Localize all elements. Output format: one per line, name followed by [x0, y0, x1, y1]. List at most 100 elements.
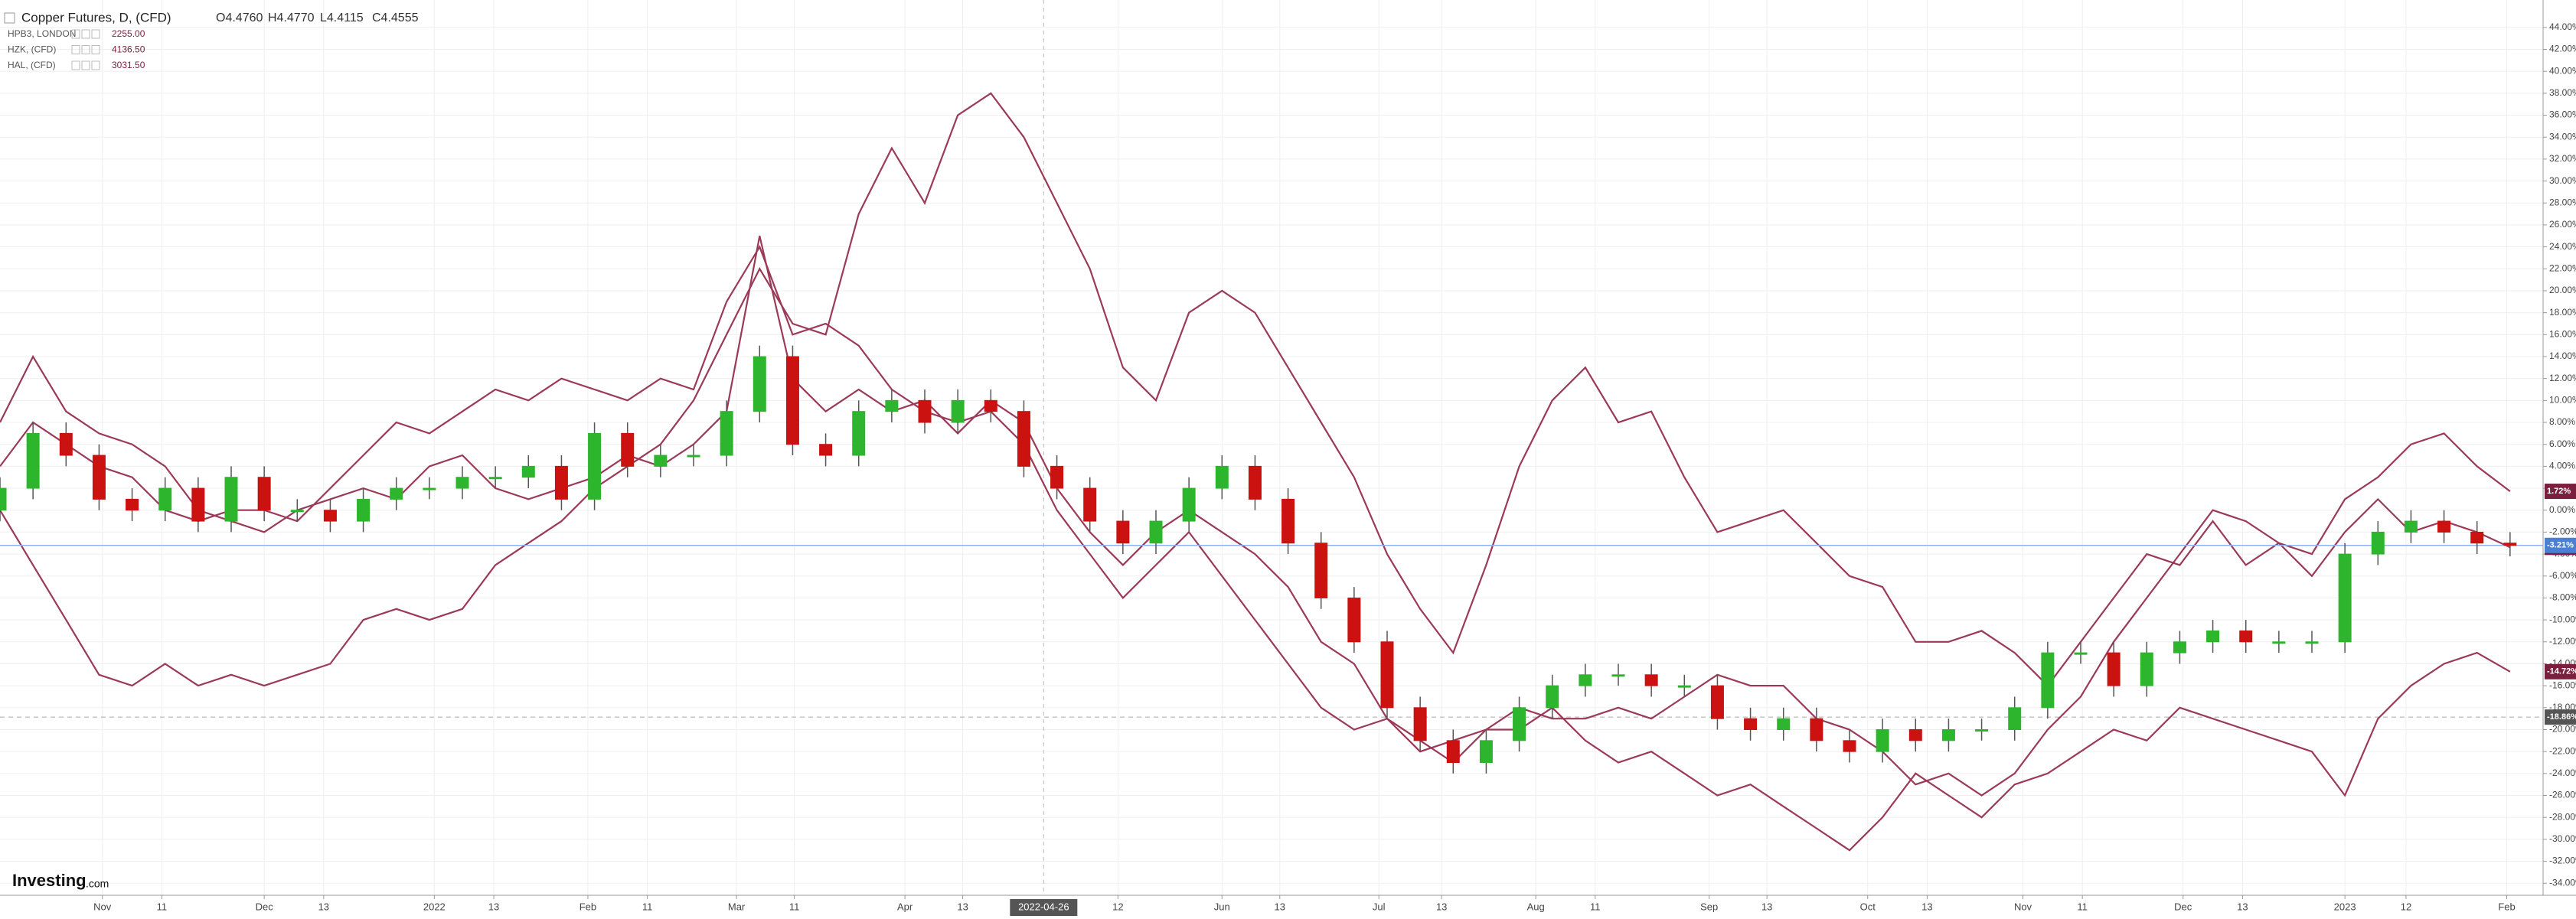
- y-tick-label: 24.00%: [2549, 241, 2576, 252]
- candle-body: [1083, 487, 1097, 522]
- chart-title: Copper Futures, D, (CFD): [21, 10, 171, 24]
- candle-body: [2074, 652, 2088, 655]
- y-tick-label: 20.00%: [2549, 285, 2576, 295]
- y-tick-label: -24.00%: [2549, 767, 2576, 778]
- x-tick-label: 11: [789, 901, 800, 912]
- candle-body: [0, 487, 7, 511]
- candle-body: [1579, 674, 1592, 686]
- candle-body: [2173, 641, 2186, 653]
- x-tick-label: 13: [1761, 901, 1772, 912]
- x-tick-label: 12: [1112, 901, 1123, 912]
- candle-body: [1017, 411, 1030, 467]
- y-tick-label: -12.00%: [2549, 636, 2576, 647]
- y-tick-label: 8.00%: [2549, 416, 2575, 427]
- y-tick-label: 32.00%: [2549, 153, 2576, 164]
- candle-body: [1215, 465, 1229, 489]
- x-tick-label: Mar: [728, 901, 746, 912]
- candle-body: [1050, 465, 1064, 489]
- x-tick-label: Oct: [1860, 901, 1876, 912]
- x-tick-label: Feb: [2498, 901, 2515, 912]
- candle-body: [654, 455, 668, 467]
- legend-value: 3031.50: [112, 60, 145, 70]
- candle-body: [1347, 597, 1361, 643]
- candle-body: [2008, 707, 2022, 730]
- x-tick-label: 13: [1275, 901, 1285, 912]
- candle-body: [1380, 641, 1394, 709]
- y-tick-label: -28.00%: [2549, 811, 2576, 822]
- legend-value: 2255.00: [112, 28, 145, 39]
- candle-body: [191, 487, 205, 522]
- x-tick-label: Dec: [256, 901, 274, 912]
- candle-body: [1777, 718, 1791, 730]
- candle-body: [1149, 520, 1163, 544]
- candle-body: [984, 399, 997, 412]
- reference-label-box: [2545, 709, 2576, 725]
- x-tick-label: 11: [157, 901, 168, 912]
- y-tick-label: 12.00%: [2549, 373, 2576, 383]
- candle-body: [2041, 652, 2055, 709]
- x-tick-label: 12: [2401, 901, 2411, 912]
- legend-icon: [81, 45, 90, 54]
- candle-body: [455, 477, 469, 489]
- candle-body: [357, 498, 371, 522]
- candle-body: [1876, 728, 1889, 752]
- candle-body: [158, 487, 172, 511]
- y-tick-label: 0.00%: [2549, 504, 2575, 515]
- candle-body: [488, 477, 502, 480]
- candle-body: [521, 465, 535, 478]
- candle-body: [2470, 531, 2484, 544]
- candle-body: [819, 444, 833, 456]
- candle-body: [1644, 674, 1658, 686]
- ohlc-label: H4.4770: [268, 11, 315, 24]
- candle-body: [1677, 685, 1691, 688]
- candle-body: [2107, 652, 2121, 686]
- legend-icon: [71, 60, 80, 70]
- candle-body: [951, 399, 965, 423]
- ohlc-label: O4.4760: [216, 11, 263, 24]
- last-value-label: 1.72%: [2547, 487, 2571, 496]
- last-value-label: -14.72%: [2547, 667, 2576, 676]
- y-tick-label: 22.00%: [2549, 262, 2576, 273]
- x-tick-label: 2022: [423, 901, 446, 912]
- candle-body: [2239, 630, 2253, 643]
- candle-body: [1941, 728, 1955, 741]
- x-tick-label: 13: [318, 901, 329, 912]
- y-tick-label: 28.00%: [2549, 197, 2576, 207]
- candle-body: [2437, 520, 2451, 533]
- brand-suffix: .com: [86, 878, 109, 890]
- candle-body: [753, 356, 766, 412]
- y-tick-label: 10.00%: [2549, 395, 2576, 406]
- series-line: [0, 236, 2511, 797]
- candle-body: [918, 399, 932, 423]
- collapse-icon[interactable]: [4, 12, 15, 24]
- crosshair-label-box: [1010, 899, 1078, 916]
- candle-body: [2404, 520, 2418, 533]
- y-tick-label: -34.00%: [2549, 877, 2576, 888]
- last-value-box: [2545, 484, 2576, 500]
- candle-body: [2272, 641, 2286, 644]
- series-line: [0, 245, 2511, 852]
- legend-name: HZK, (CFD): [8, 44, 56, 55]
- legend-icon: [91, 45, 100, 54]
- brand: Investing: [12, 871, 87, 890]
- candle-body: [1116, 520, 1130, 544]
- candle-body: [1710, 685, 1724, 719]
- candle-body: [1975, 728, 1989, 732]
- legend-icon: [91, 60, 100, 70]
- candle-body: [2371, 531, 2385, 555]
- candle-body: [621, 432, 635, 467]
- candle-body: [1446, 740, 1460, 764]
- candle-body: [2140, 652, 2153, 686]
- candle-body: [785, 356, 799, 445]
- y-tick-label: -32.00%: [2549, 855, 2576, 866]
- candle-body: [1413, 707, 1427, 741]
- y-tick-label: 16.00%: [2549, 328, 2576, 339]
- candle-body: [885, 399, 899, 412]
- legend-icon: [81, 29, 90, 39]
- x-tick-label: Feb: [580, 901, 596, 912]
- candle-body: [1546, 685, 1559, 709]
- y-tick-label: 6.00%: [2549, 438, 2575, 449]
- x-tick-label: Nov: [93, 901, 112, 912]
